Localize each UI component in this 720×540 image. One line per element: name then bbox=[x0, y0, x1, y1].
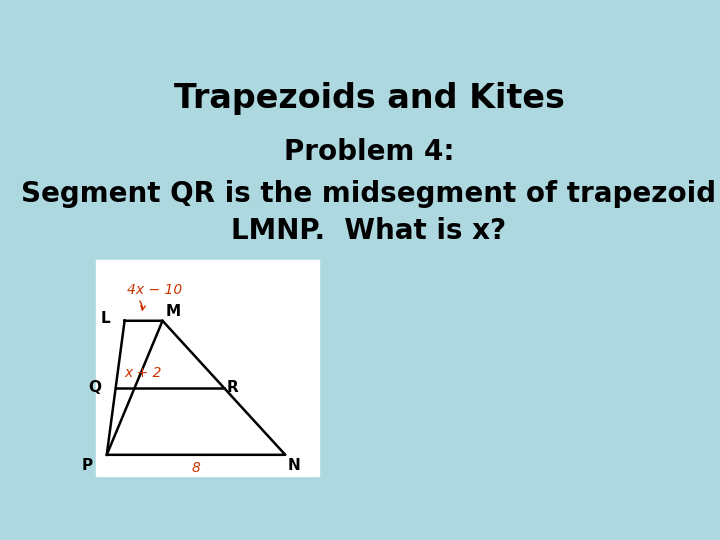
Text: Problem 4:: Problem 4: bbox=[284, 138, 454, 166]
Text: N: N bbox=[288, 458, 301, 473]
FancyArrowPatch shape bbox=[140, 301, 145, 310]
Text: LMNP.  What is x?: LMNP. What is x? bbox=[231, 217, 507, 245]
Text: 8: 8 bbox=[192, 461, 200, 475]
Text: M: M bbox=[166, 303, 181, 319]
Text: x + 2: x + 2 bbox=[125, 366, 162, 380]
Bar bbox=[96, 260, 319, 476]
Text: P: P bbox=[81, 458, 93, 473]
Text: Segment QR is the midsegment of trapezoid: Segment QR is the midsegment of trapezoi… bbox=[22, 180, 716, 208]
Text: Q: Q bbox=[89, 380, 102, 395]
Text: Trapezoids and Kites: Trapezoids and Kites bbox=[174, 82, 564, 114]
Text: R: R bbox=[227, 380, 238, 395]
Text: 4x − 10: 4x − 10 bbox=[127, 284, 182, 298]
Text: L: L bbox=[101, 311, 111, 326]
